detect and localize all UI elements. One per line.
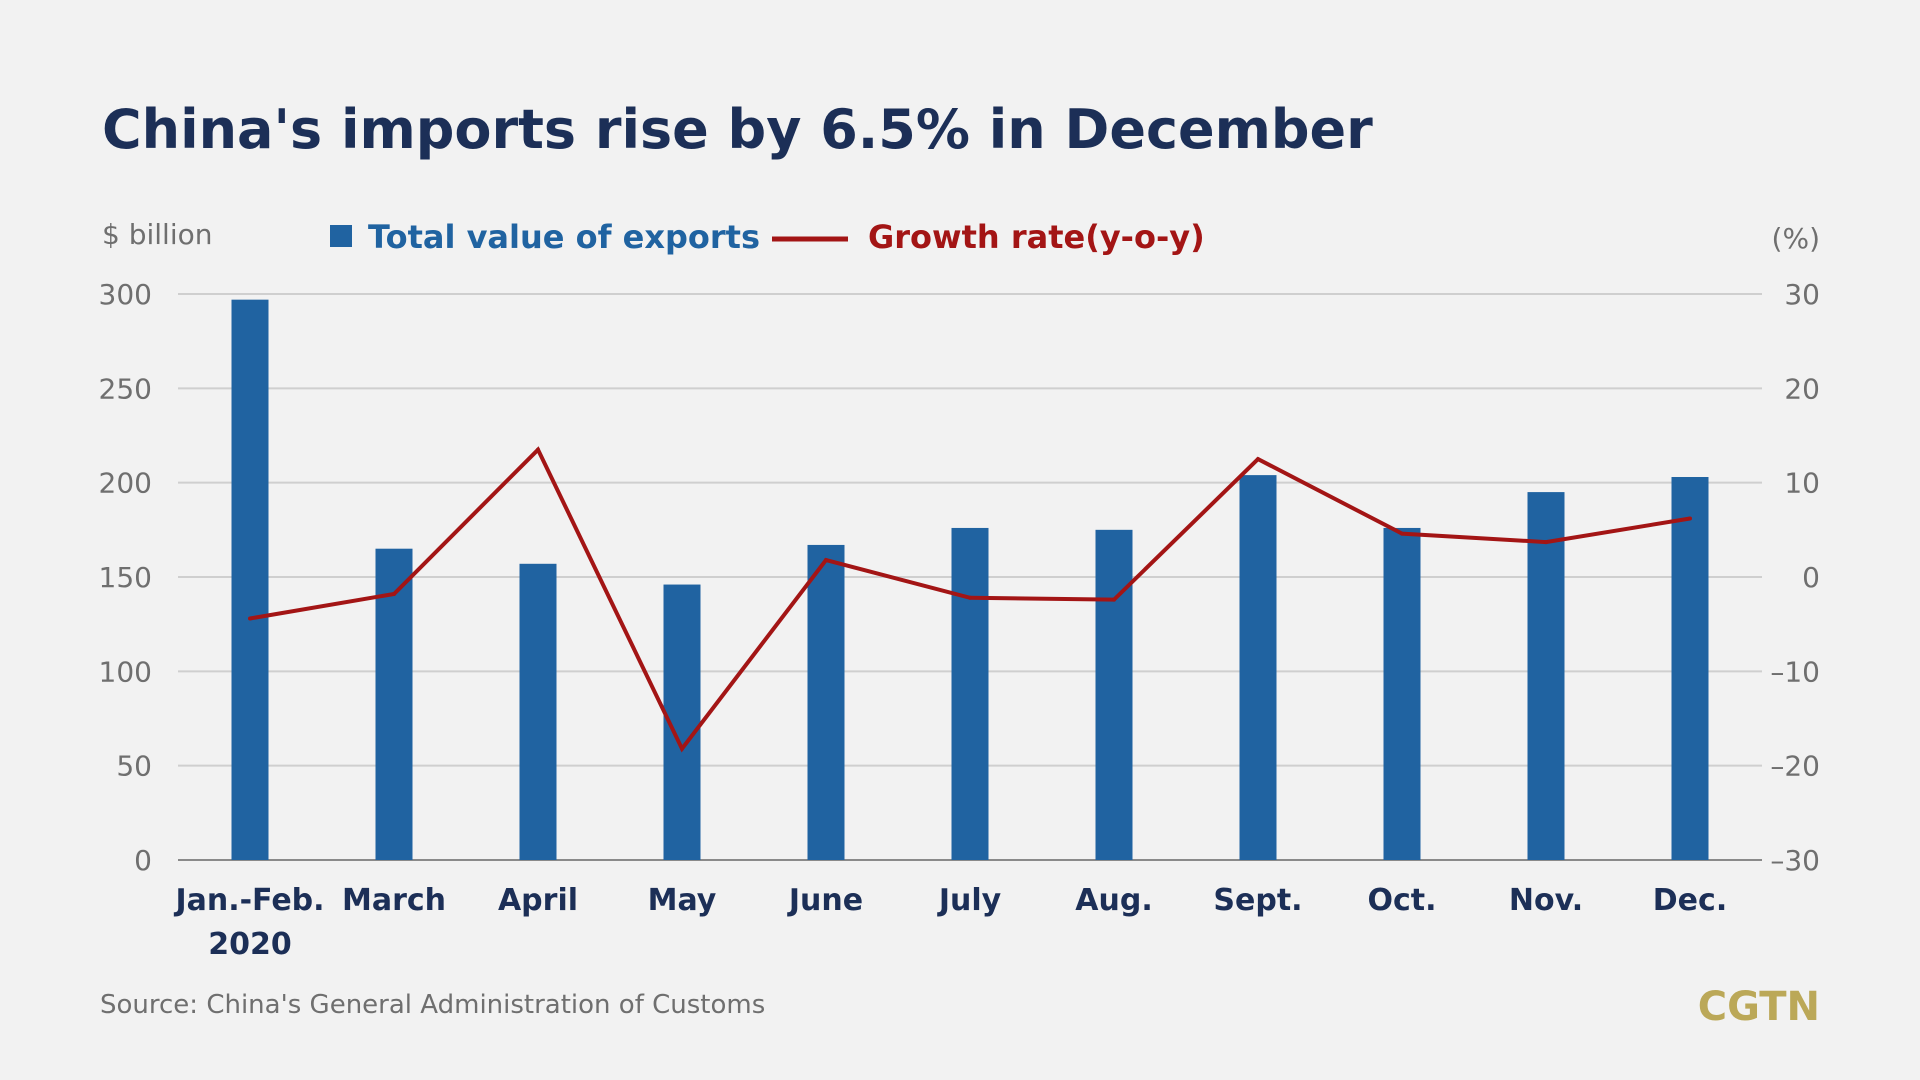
growth-rate-point — [1400, 531, 1404, 536]
bar — [807, 544, 845, 860]
source-note: Source: China's General Administration o… — [100, 990, 765, 1020]
x-tick-label: July — [937, 883, 1002, 918]
right-tick-label: –10 — [1770, 655, 1820, 688]
bar — [231, 299, 269, 860]
right-tick-label: 0 — [1802, 561, 1820, 594]
x-axis-labels: Jan.-Feb. 2020 March April May June July Aug. Se… — [173, 883, 1727, 962]
left-tick-label: 100 — [99, 655, 152, 688]
left-tick-label: 200 — [99, 467, 152, 500]
x-tick-label: April — [498, 883, 578, 918]
legend-growth-label: Growth rate(y-o-y) — [868, 218, 1205, 256]
bar — [519, 563, 557, 860]
right-tick-label: 30 — [1784, 278, 1820, 311]
legend: Total value of exports Growth rate(y-o-y… — [330, 218, 1205, 256]
bar — [1527, 492, 1565, 860]
legend-bar-swatch — [330, 225, 352, 247]
growth-rate-point — [248, 616, 252, 621]
right-tick-label: –20 — [1770, 750, 1820, 783]
growth-rate-point — [536, 447, 540, 452]
growth-rate-point — [1112, 597, 1116, 602]
legend-exports-label: Total value of exports — [368, 218, 760, 256]
left-tick-label: 50 — [116, 750, 152, 783]
chart-title: China's imports rise by 6.5% in December — [102, 98, 1373, 161]
left-tick-label: 150 — [99, 561, 152, 594]
bar — [1239, 475, 1277, 860]
left-tick-label: 250 — [99, 372, 152, 405]
right-tick-label: 20 — [1784, 372, 1820, 405]
growth-rate-point — [392, 591, 396, 596]
x-tick-label: May — [648, 883, 717, 918]
left-axis-ticks: 300 250 200 150 100 50 0 — [99, 278, 152, 877]
bar — [951, 527, 989, 860]
x-tick-label: Aug. — [1075, 883, 1152, 918]
bar-series — [231, 299, 1709, 860]
x-tick-label: Oct. — [1367, 883, 1436, 918]
growth-rate-point — [824, 558, 828, 563]
right-axis-ticks: 30 20 10 0 –10 –20 –30 — [1770, 278, 1820, 877]
x-tick-label: Dec. — [1653, 883, 1727, 918]
x-tick-label: Nov. — [1509, 883, 1583, 918]
left-tick-label: 0 — [134, 844, 152, 877]
right-tick-label: –30 — [1770, 844, 1820, 877]
left-tick-label: 300 — [99, 278, 152, 311]
x-tick-sublabel: 2020 — [208, 927, 292, 962]
x-tick-label: Jan.-Feb. — [173, 883, 324, 918]
growth-rate-point — [1688, 516, 1692, 521]
right-tick-label: 10 — [1784, 467, 1820, 500]
growth-rate-point — [1544, 540, 1548, 545]
growth-rate-point — [680, 746, 684, 751]
growth-rate-point — [968, 595, 972, 600]
x-tick-label: June — [787, 883, 863, 918]
line-series — [248, 446, 1692, 753]
bar — [1095, 529, 1133, 860]
bar — [1383, 527, 1421, 860]
x-tick-label: Sept. — [1213, 883, 1302, 918]
growth-rate-point — [1256, 457, 1260, 462]
right-axis-label: (%) — [1772, 222, 1820, 255]
bar — [375, 548, 413, 860]
left-axis-label: $ billion — [102, 218, 212, 251]
cgtn-logo: CGTN — [1698, 984, 1820, 1030]
bar — [1671, 477, 1709, 860]
x-tick-label: March — [342, 883, 446, 918]
